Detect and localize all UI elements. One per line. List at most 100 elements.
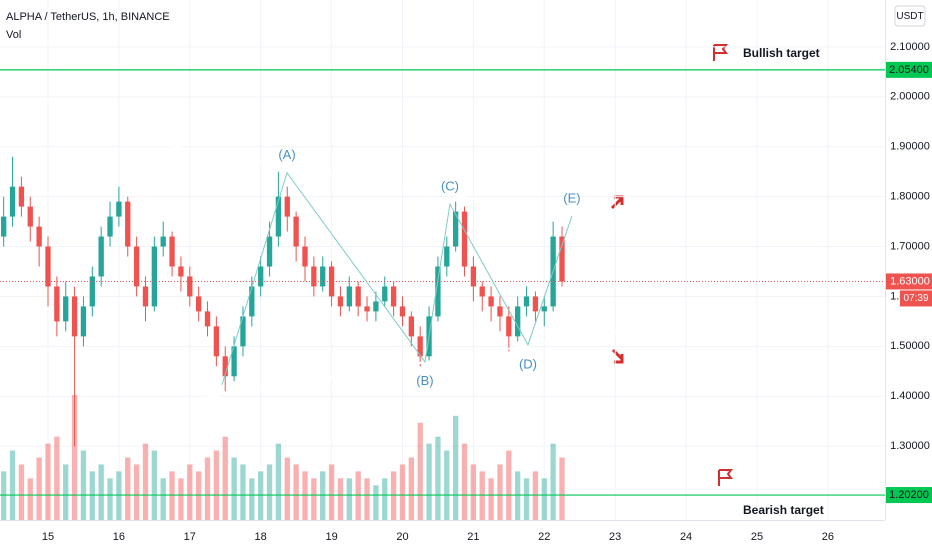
candle-body — [45, 246, 51, 287]
candle-body — [107, 216, 113, 237]
candle-body — [364, 306, 370, 312]
candle-body — [151, 246, 158, 307]
candle-body — [116, 201, 122, 217]
candle-body — [133, 246, 140, 287]
volume-bar — [284, 457, 290, 520]
volume-bar — [266, 464, 273, 520]
volume-bar — [470, 464, 477, 520]
candle-body — [222, 356, 228, 377]
volume-bar — [550, 443, 556, 520]
candle-body — [36, 226, 42, 247]
currency-label: USDT — [896, 11, 923, 22]
x-tick-label: 26 — [822, 531, 834, 543]
y-tick-label: 1.70000 — [890, 240, 930, 252]
volume-bar — [355, 471, 361, 520]
volume-bar — [302, 471, 308, 520]
trend-line — [161, 321, 669, 406]
volume-bar — [18, 464, 25, 520]
volume-bar — [444, 450, 450, 520]
volume-bar — [204, 457, 211, 520]
y-tick-label: 1.40000 — [890, 390, 930, 402]
chart-title: ALPHA / TetherUS, 1h, BINANCE — [6, 11, 170, 23]
wave-label: (B) — [416, 373, 433, 388]
volume-bar — [275, 443, 282, 520]
arrow-down — [611, 348, 624, 364]
volume-bar — [488, 478, 494, 520]
x-tick-label: 25 — [751, 531, 763, 543]
x-tick-label: 20 — [396, 531, 408, 543]
candle-body — [337, 296, 344, 307]
volume-bar — [559, 457, 565, 520]
volume-bar — [151, 450, 158, 520]
wave-label: (D) — [519, 356, 537, 371]
candle-body — [54, 286, 60, 322]
volume-bar — [240, 464, 246, 520]
candle-body — [125, 201, 131, 247]
candle-body — [204, 311, 211, 327]
x-tick-label: 15 — [42, 531, 54, 543]
volume-label: Vol — [6, 29, 21, 41]
candle-body — [27, 206, 33, 227]
candle-body — [479, 286, 485, 297]
target-tag-label: 2.05400 — [889, 64, 929, 76]
candle-body — [63, 296, 69, 322]
candle-body — [346, 286, 352, 307]
candle-body — [328, 266, 335, 297]
candle-body — [240, 316, 246, 347]
candle-body — [497, 306, 503, 317]
volume-bar — [231, 457, 237, 520]
volume-bar — [515, 471, 521, 520]
candle-body — [311, 266, 317, 287]
volume-bar — [107, 478, 113, 520]
candle-body — [373, 301, 379, 312]
candle-body — [18, 186, 25, 207]
x-tick-label: 23 — [609, 531, 621, 543]
volume-bar — [9, 450, 16, 520]
target-tag — [886, 487, 932, 504]
candle-body — [258, 266, 264, 287]
volume-bar — [249, 478, 255, 520]
flag-icon — [718, 469, 733, 486]
volume-bar — [328, 464, 335, 520]
y-tick-label: 1.50000 — [890, 340, 930, 352]
candle-body — [390, 286, 397, 307]
wave-label: (A) — [278, 147, 295, 162]
x-tick-label: 17 — [184, 531, 196, 543]
volume-bar — [258, 471, 264, 520]
candle-body — [160, 236, 166, 247]
volume-bar — [479, 471, 485, 520]
candle-body — [231, 346, 237, 377]
volume-bar — [532, 471, 539, 520]
candle-body — [89, 276, 95, 307]
x-tick-label: 18 — [255, 531, 267, 543]
volume-bar — [506, 450, 512, 520]
volume-bar — [80, 450, 87, 520]
currency-button[interactable] — [894, 5, 926, 27]
candle-body — [532, 296, 539, 312]
x-tick-label: 24 — [680, 531, 692, 543]
candle-body — [293, 216, 299, 247]
candle-body — [1, 216, 7, 237]
volume-bar — [399, 464, 406, 520]
candle-body — [488, 296, 494, 307]
volume-bar — [45, 443, 51, 520]
volume-bar — [461, 443, 468, 520]
candle-body — [80, 306, 87, 337]
candle-body — [213, 326, 220, 357]
candle-body — [355, 286, 361, 307]
target-name: Bearish target — [743, 503, 824, 517]
wave-label: (C) — [441, 179, 459, 194]
volume-bar — [169, 471, 175, 520]
candle-body — [452, 211, 459, 247]
candle-body — [399, 306, 406, 317]
flag-icon — [713, 44, 728, 61]
volume-bar — [408, 457, 414, 520]
candle-body — [71, 296, 78, 337]
volume-bar — [435, 436, 441, 520]
wave-line — [221, 171, 573, 385]
y-tick-label: 1.90000 — [890, 141, 930, 153]
volume-bar — [54, 436, 60, 520]
candle-body — [249, 286, 255, 317]
volume-bar — [541, 478, 547, 520]
